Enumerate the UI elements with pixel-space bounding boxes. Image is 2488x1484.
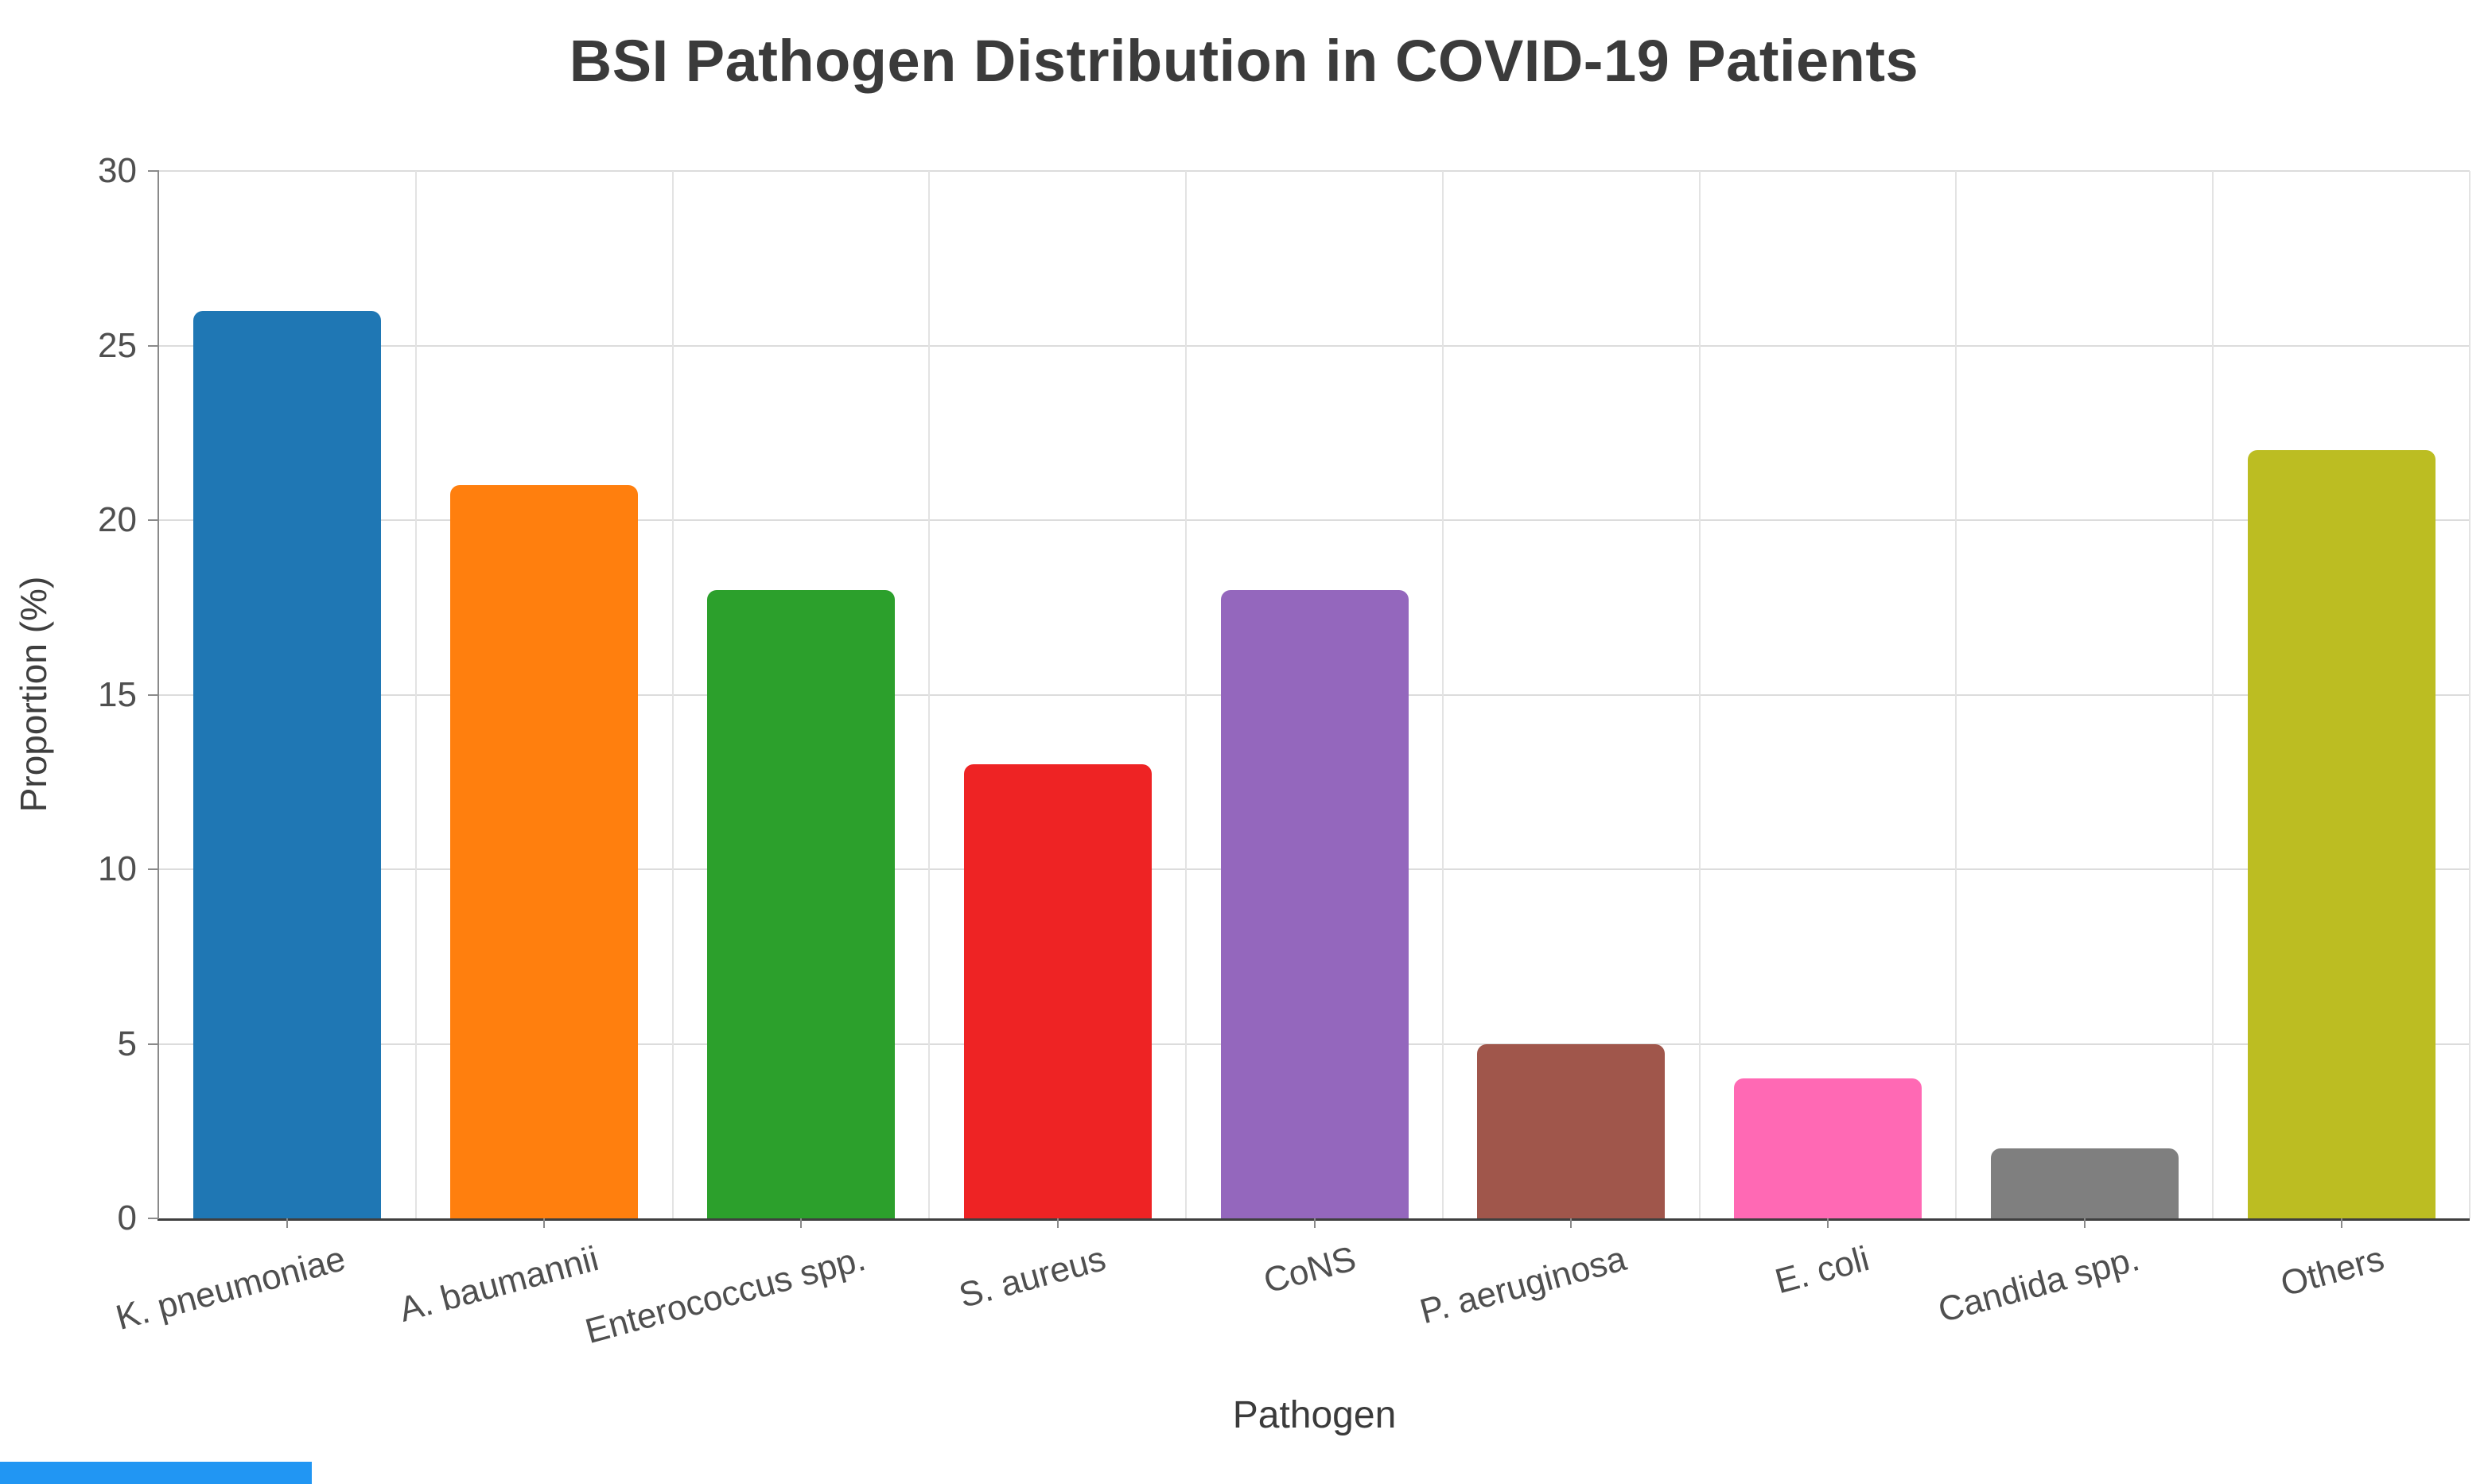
y-tick-label: 5 xyxy=(117,1024,137,1063)
x-tick-label: Others xyxy=(2276,1239,2389,1304)
vertical-gridline xyxy=(1185,171,1188,1218)
x-tick-mark xyxy=(1827,1218,1829,1228)
vertical-gridline xyxy=(1955,171,1957,1218)
bar xyxy=(2247,450,2436,1218)
x-tick-label: S. aureus xyxy=(954,1239,1110,1316)
vertical-gridline xyxy=(671,171,674,1218)
y-tick-mark xyxy=(148,868,159,870)
x-tick-mark xyxy=(1313,1218,1316,1228)
y-tick-mark xyxy=(148,519,159,521)
y-tick-label: 0 xyxy=(117,1198,137,1237)
bar xyxy=(1990,1148,2179,1218)
y-axis-title: Proportion (%) xyxy=(13,576,54,813)
bar xyxy=(1734,1078,1922,1218)
plot-area: 0 5 10 15 20 25 30 K. pneumoniae A. baumannii Ent… xyxy=(98,151,2471,1351)
x-tick-mark xyxy=(799,1218,802,1228)
y-tick-label: 25 xyxy=(98,325,137,365)
bar xyxy=(963,764,1152,1218)
vertical-gridline xyxy=(1441,171,1444,1218)
horizontal-gridline xyxy=(159,170,2470,172)
vertical-gridline xyxy=(1698,171,1701,1218)
y-axis-line xyxy=(157,171,159,1220)
bar xyxy=(1477,1043,1666,1218)
horizontal-gridline xyxy=(159,519,2470,521)
y-tick-label: 30 xyxy=(98,151,137,190)
x-tick-label: E. coli xyxy=(1771,1239,1874,1302)
vertical-gridline xyxy=(414,171,417,1218)
x-axis-title: Pathogen xyxy=(1232,1394,1397,1436)
y-tick-label: 15 xyxy=(98,674,137,714)
x-tick-mark xyxy=(2083,1218,2086,1228)
y-tick-label: 10 xyxy=(98,849,137,888)
bar xyxy=(450,485,639,1218)
bar xyxy=(706,589,895,1218)
x-tick-label: Candida spp. xyxy=(1934,1239,2144,1331)
x-tick-label: K. pneumoniae xyxy=(111,1239,350,1338)
x-tick-mark xyxy=(1056,1218,1059,1228)
y-tick-mark xyxy=(148,1218,159,1219)
horizontal-gridline xyxy=(159,344,2470,347)
chart-title: BSI Pathogen Distribution in COVID-19 Pa… xyxy=(569,28,1919,94)
x-tick-mark xyxy=(2340,1218,2342,1228)
y-tick-label: 20 xyxy=(98,500,137,539)
y-tick-mark xyxy=(148,1043,159,1045)
bar xyxy=(1220,589,1409,1218)
x-tick-label: A. baumannii xyxy=(395,1239,603,1330)
y-tick-mark xyxy=(148,170,159,172)
x-tick-mark xyxy=(286,1218,289,1228)
bar xyxy=(193,310,382,1218)
x-tick-label: CoNS xyxy=(1259,1239,1360,1301)
x-tick-label: P. aeruginosa xyxy=(1416,1239,1631,1332)
y-tick-mark xyxy=(148,693,159,696)
y-tick-mark xyxy=(148,344,159,347)
x-tick-mark xyxy=(543,1218,546,1228)
vertical-gridline xyxy=(928,171,931,1218)
x-tick-label: Enterococcus spp. xyxy=(581,1239,870,1352)
vertical-gridline xyxy=(2469,171,2471,1218)
vertical-gridline xyxy=(2212,171,2214,1218)
bottom-left-blue-strip xyxy=(0,1462,312,1484)
x-tick-mark xyxy=(1570,1218,1572,1228)
